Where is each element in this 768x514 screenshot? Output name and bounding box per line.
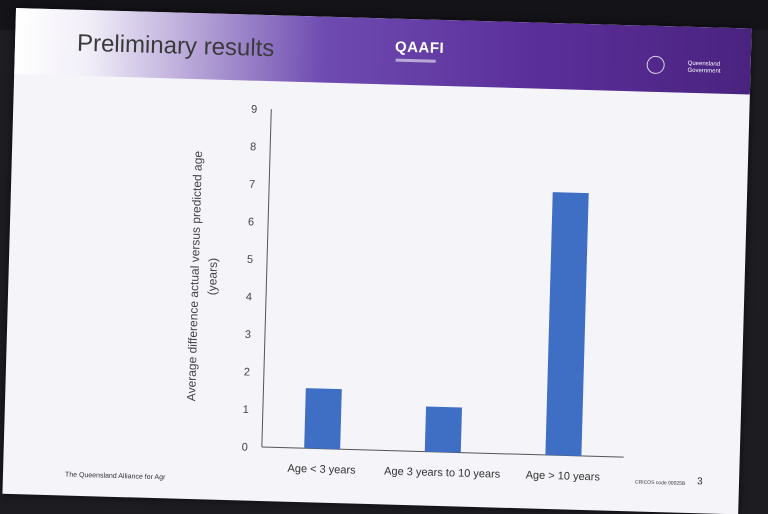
x-category-label: Age < 3 years [287,463,356,477]
bar [545,192,589,456]
bar [424,406,463,453]
y-tick-label: 1 [243,404,249,416]
y-tick-label: 2 [244,366,250,378]
y-tick-label: 0 [242,441,248,453]
x-category-label: Age 3 years to 10 years [384,465,501,480]
x-category-label: Age > 10 years [525,469,600,483]
bar [304,388,342,450]
presentation-slide: QAAFI Queensland Government Preliminary … [2,8,752,514]
y-axis-title-line-2: (years) [205,258,220,296]
page-number: 3 [696,476,703,488]
y-tick-label: 9 [251,104,257,116]
y-tick-label: 7 [249,179,255,191]
y-tick-label: 3 [245,329,251,341]
y-axis-title-line-1: Average difference actual versus predict… [184,150,205,401]
y-tick-label: 8 [250,141,256,153]
bar-chart: 0 1 2 3 4 5 6 7 8 9 Average difference actual vers… [184,104,624,483]
y-tick-label: 4 [246,291,252,303]
y-tick-label: 6 [248,216,254,228]
y-axis-line [261,109,272,448]
y-tick-label: 5 [247,254,253,266]
